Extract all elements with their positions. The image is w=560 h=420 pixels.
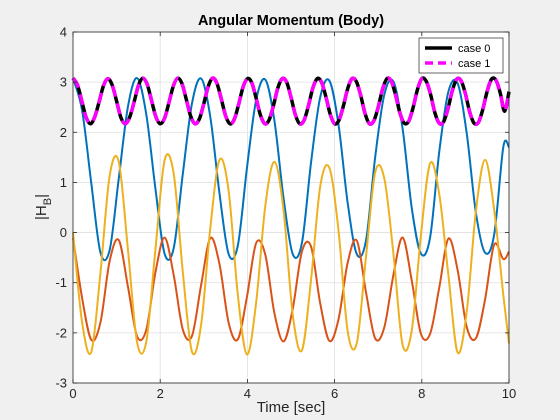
y-tick-label: -1 bbox=[55, 275, 67, 290]
legend-label-case-0: case 0 bbox=[458, 43, 490, 55]
y-tick-label: 0 bbox=[60, 225, 67, 240]
series-line-0 bbox=[72, 77, 510, 262]
y-tick-label: -3 bbox=[55, 376, 67, 391]
x-axis-label: Time [sec] bbox=[257, 399, 326, 416]
legend-box bbox=[418, 37, 504, 74]
svg-text:|HB|: |HB| bbox=[33, 194, 54, 220]
y-tick-label: 1 bbox=[60, 175, 67, 190]
x-tick-label: 0 bbox=[69, 386, 76, 401]
legend: case 0 case 1 bbox=[418, 37, 504, 74]
series-line-2 bbox=[72, 153, 510, 356]
x-tick-label: 4 bbox=[244, 386, 251, 401]
y-axis-label-subscript: B bbox=[42, 198, 54, 205]
y-axis-label: |HB| bbox=[33, 194, 54, 220]
x-tick-label: 10 bbox=[502, 386, 516, 401]
y-tick-label: 2 bbox=[60, 125, 67, 140]
y-tick-label: 4 bbox=[60, 25, 67, 40]
x-tick-label: 2 bbox=[157, 386, 164, 401]
y-axis-label-end: | bbox=[33, 194, 50, 198]
series-line-4 bbox=[71, 76, 511, 127]
y-tick-label: -2 bbox=[55, 325, 67, 340]
x-tick-label: 8 bbox=[418, 386, 425, 401]
legend-label-case-1: case 1 bbox=[458, 58, 490, 70]
data-lines bbox=[71, 76, 511, 356]
axes-box bbox=[72, 31, 510, 384]
x-tick-label: 6 bbox=[331, 386, 338, 401]
y-axis-label-main: |H bbox=[33, 205, 50, 220]
y-tick-label: 3 bbox=[60, 75, 67, 90]
tick-labels: 0 2 4 6 8 10 -3 -2 -1 0 1 2 3 4 bbox=[55, 25, 516, 402]
ticks bbox=[72, 31, 510, 384]
chart-title: Angular Momentum (Body) bbox=[198, 13, 384, 29]
